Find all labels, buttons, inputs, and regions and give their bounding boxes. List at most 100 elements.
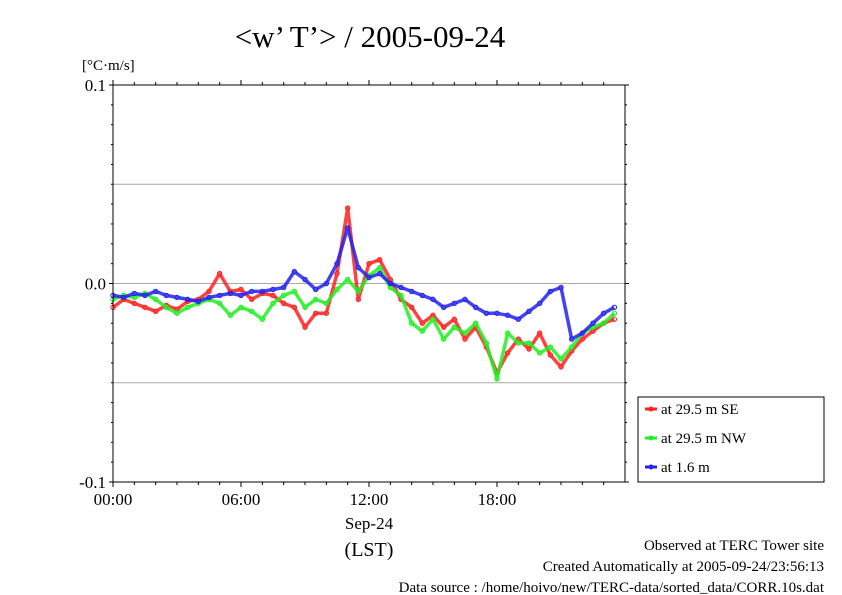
series-point-0-17 (291, 304, 298, 311)
series-point-2-40 (536, 300, 543, 307)
series-0 (110, 205, 618, 376)
series-point-1-29 (419, 328, 426, 334)
legend-box (637, 396, 825, 483)
series-point-2-14 (259, 288, 266, 295)
series-point-0-42 (558, 364, 564, 370)
series-point-1-47 (611, 310, 618, 316)
y-tick-label-0: 0.1 (85, 76, 106, 95)
x-tick-label-3: 18:00 (478, 490, 517, 509)
series-layer (110, 205, 618, 382)
series-point-2-37 (504, 312, 511, 318)
series-point-1-19 (312, 296, 319, 303)
series-point-2-17 (291, 268, 298, 275)
series-point-2-24 (366, 274, 372, 281)
legend-marker-1 (648, 435, 654, 441)
x-axis-date-label: Sep-24 (345, 514, 394, 533)
series-point-2-19 (312, 286, 319, 293)
series-point-1-13 (248, 308, 255, 314)
series-point-2-32 (451, 300, 458, 307)
series-point-0-44 (579, 336, 586, 342)
series-point-0-19 (312, 310, 319, 316)
series-point-0-23 (355, 296, 362, 303)
series-point-1-40 (536, 350, 543, 356)
series-point-2-27 (398, 284, 404, 291)
series-point-0-15 (270, 292, 276, 299)
series-point-2-8 (195, 298, 202, 305)
series-point-2-39 (526, 308, 532, 314)
footer-line-2: Created Automatically at 2005-09-24/23:5… (543, 559, 824, 575)
series-point-1-37 (504, 330, 511, 336)
series-point-0-2 (131, 300, 138, 307)
series-point-0-32 (451, 316, 458, 322)
series-point-1-10 (216, 300, 223, 307)
series-point-1-20 (323, 300, 330, 307)
series-point-0-37 (504, 350, 511, 356)
series-line-0 (111, 206, 615, 375)
grid-layer (113, 183, 625, 384)
series-point-2-18 (302, 276, 308, 283)
series-point-2-3 (142, 292, 148, 299)
series-point-2-41 (547, 288, 554, 295)
legend-label-2: at 1.6 m (661, 460, 710, 476)
series-point-2-33 (462, 296, 468, 303)
x-tick-label-1: 06:00 (222, 490, 261, 509)
series-point-1-32 (451, 324, 458, 330)
series-point-1-30 (430, 316, 436, 322)
x-axis: 00:00 06:00 12:00 18:00 (94, 80, 605, 509)
x-tick-label-0: 00:00 (94, 490, 133, 509)
series-point-0-24 (366, 260, 372, 267)
series-point-0-47 (611, 316, 618, 322)
series-point-2-21 (334, 260, 340, 267)
series-point-2-1 (120, 294, 127, 301)
series-point-2-23 (355, 264, 362, 271)
series-point-2-6 (174, 294, 180, 301)
chart-title: <w’ T’> / 2005-09-24 (235, 19, 506, 54)
y-tick-label-1: 0.0 (85, 275, 106, 294)
series-point-2-44 (579, 330, 586, 336)
series-point-1-7 (184, 304, 191, 311)
series-point-2-42 (558, 284, 564, 291)
series-point-1-41 (547, 344, 554, 350)
series-line-1 (112, 265, 616, 381)
series-point-2-5 (163, 292, 170, 299)
series-point-0-13 (248, 296, 255, 303)
series-point-0-25 (376, 256, 383, 263)
series-point-2-38 (515, 316, 522, 322)
series-point-2-11 (227, 290, 234, 297)
series-point-2-7 (184, 296, 191, 303)
footer-line-1: Observed at TERC Tower site (644, 538, 824, 554)
series-point-1-39 (526, 340, 532, 346)
series-point-2-26 (387, 280, 394, 287)
legend-items: at 29.5 m SE at 29.5 m NW at 1.6 m (645, 402, 747, 476)
series-point-2-13 (248, 288, 255, 295)
series-point-2-20 (323, 280, 330, 287)
series-point-2-2 (131, 290, 138, 297)
series-point-1-36 (494, 376, 500, 382)
series-point-0-22 (344, 205, 351, 211)
series-point-0-3 (142, 304, 148, 311)
series-point-0-4 (152, 308, 159, 314)
series-point-1-23 (355, 288, 362, 295)
series-point-2-35 (483, 310, 490, 316)
series-point-2-4 (152, 288, 159, 295)
series-point-2-45 (590, 320, 596, 326)
series-point-0-20 (323, 310, 330, 316)
series-point-2-46 (600, 310, 607, 316)
series-point-2-28 (408, 288, 415, 295)
series-point-2-10 (216, 292, 223, 299)
series-point-2-15 (270, 286, 276, 293)
series-point-0-9 (206, 288, 212, 295)
series-point-2-29 (419, 292, 426, 299)
series-point-0-33 (462, 336, 468, 342)
legend: at 29.5 m SE at 29.5 m NW at 1.6 m (637, 396, 825, 483)
series-point-1-27 (398, 292, 404, 299)
x-tick-label-2: 12:00 (350, 490, 389, 509)
series-point-2-25 (376, 270, 383, 277)
series-point-2-30 (430, 296, 436, 303)
series-point-2-36 (494, 310, 500, 316)
x-axis-label: (LST) (345, 539, 394, 561)
series-2 (110, 225, 618, 342)
series-point-0-12 (238, 286, 244, 293)
series-point-1-17 (291, 288, 298, 295)
series-point-1-25 (376, 264, 383, 271)
